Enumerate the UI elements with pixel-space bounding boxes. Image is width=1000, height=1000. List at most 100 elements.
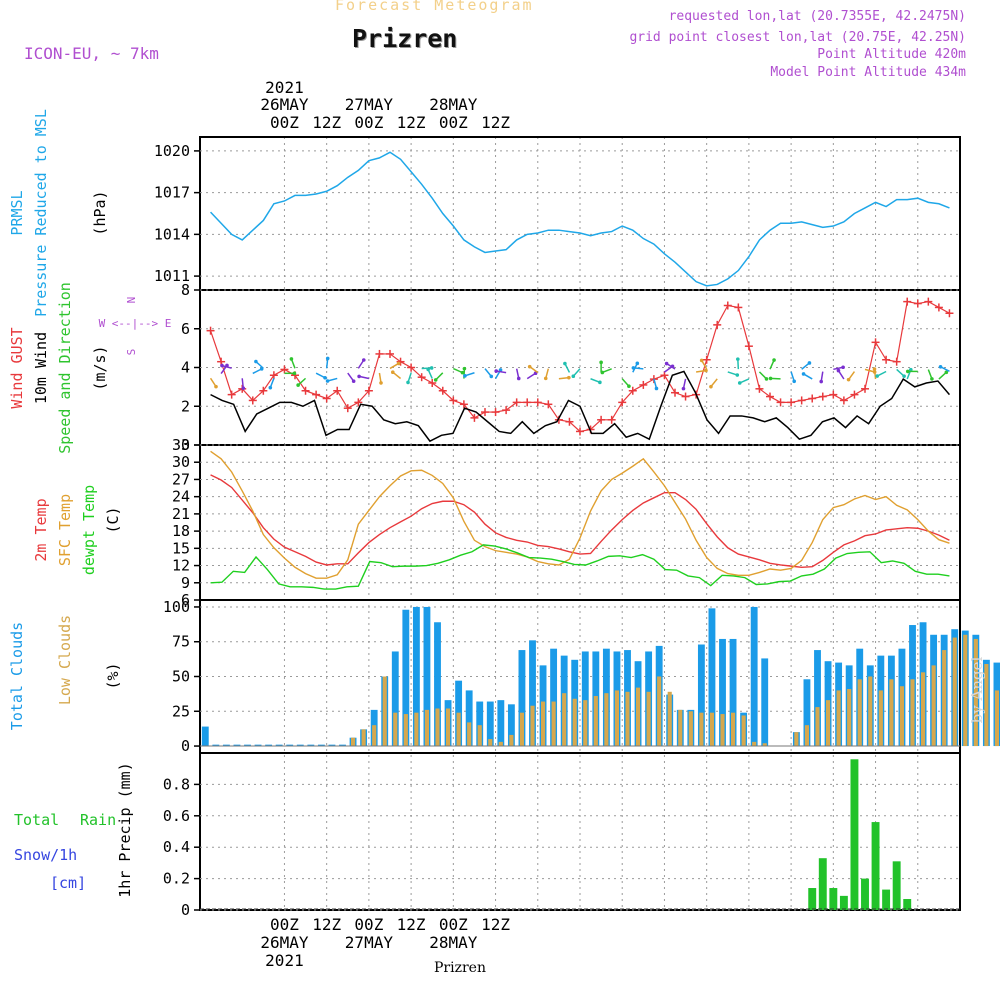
total-clouds-bar — [529, 640, 536, 747]
low-clouds-bar — [994, 690, 1000, 747]
y-tick-label: 30 — [172, 453, 190, 471]
y-tick-label: 0.2 — [163, 870, 190, 888]
arrow-head — [681, 386, 686, 391]
time-label-top: 00Z — [354, 113, 383, 132]
total-clouds-bar — [286, 744, 294, 747]
model-label: ICON-EU, ~ 7km — [24, 44, 159, 63]
precip-unit: 1hr Precip (mm) — [116, 762, 134, 897]
wind-direction-arrow — [296, 377, 307, 387]
arrow-head — [429, 366, 434, 370]
total-clouds-bar — [729, 638, 737, 747]
gust-marker — [734, 303, 743, 312]
low-clouds-bar — [540, 701, 546, 747]
low-clouds-bar — [488, 739, 493, 747]
low-clouds-bar — [730, 712, 736, 747]
arrow-head — [571, 374, 576, 379]
wind-direction-arrow — [563, 361, 571, 373]
low-clouds-bar — [899, 686, 905, 747]
low-clouds-bar — [382, 676, 387, 747]
low-clouds-bar — [857, 679, 862, 747]
requested-coords: requested lon,lat (20.7355E, 42.2475N) — [668, 9, 966, 24]
gust-marker — [892, 357, 901, 366]
meteogram-subtitle: Forecast Meteogram — [335, 0, 534, 14]
arrow-head — [735, 373, 740, 377]
low-clouds-bar — [509, 734, 514, 747]
year-label-bottom: 2021 — [265, 951, 304, 970]
rain-bar — [850, 759, 859, 910]
low-clouds-bar — [467, 722, 472, 747]
wind-direction-arrow — [758, 371, 769, 381]
total-clouds-bar — [497, 700, 505, 747]
compass-s: S — [125, 349, 138, 356]
precip-cm-label: [cm] — [50, 874, 86, 892]
gust-marker — [449, 396, 458, 405]
total-clouds-bar — [233, 744, 241, 747]
time-label-bottom: 12Z — [481, 915, 510, 934]
wind-direction-arrow — [421, 366, 434, 370]
wind-direction-arrow — [653, 378, 659, 391]
gust-marker — [934, 303, 943, 312]
arrow-head — [846, 377, 851, 382]
arrow-head — [704, 368, 708, 373]
low-clouds-bar — [572, 698, 577, 747]
low-clouds-bar — [350, 737, 356, 747]
y-tick-label: 0.8 — [163, 775, 190, 793]
gust-marker — [713, 320, 722, 329]
arrow-head — [489, 374, 494, 379]
wind-direction-arrow — [736, 357, 740, 370]
arrow-head — [296, 383, 300, 387]
wind-direction-arrow — [543, 368, 550, 381]
wind-direction-arrow — [590, 378, 602, 385]
compass-rose: N W <--|--> E S — [99, 297, 172, 356]
total-clouds-bar — [201, 726, 209, 747]
low-clouds-bar — [836, 690, 841, 747]
wind-direction-arrow — [875, 370, 887, 378]
gust-marker — [607, 415, 616, 424]
low-clouds-bar — [393, 712, 398, 747]
y-tick-label: 12 — [172, 557, 190, 575]
total-clouds-bar — [518, 650, 526, 747]
time-label-bottom: 00Z — [270, 915, 299, 934]
wind-line — [210, 370, 951, 443]
wind-direction-arrow — [872, 367, 877, 380]
wind-direction-arrow — [284, 371, 297, 376]
gust-marker — [903, 297, 912, 306]
y-tick-label: 8 — [181, 281, 190, 299]
low-clouds-bar — [688, 711, 693, 747]
gust-marker — [818, 392, 827, 401]
low-clouds-bar — [372, 725, 377, 747]
y-tick-label: 1014 — [154, 225, 190, 243]
y-tick-label: 4 — [181, 359, 190, 377]
low-clouds-bar — [519, 712, 525, 747]
y-tick-label: 0 — [181, 737, 190, 755]
arrow-head — [909, 367, 913, 372]
low-clouds-bar — [604, 693, 609, 747]
low-clouds-bar — [889, 679, 894, 747]
low-clouds-bar — [868, 676, 873, 747]
low-clouds-bar — [720, 714, 725, 747]
rain-bar — [903, 899, 912, 910]
gust-marker — [681, 392, 690, 401]
gust-marker — [407, 363, 416, 372]
total-clouds-bar — [423, 606, 431, 747]
arrow-head — [527, 364, 532, 369]
gust-marker — [755, 384, 764, 393]
gust-marker — [808, 394, 817, 403]
wind-direction-arrow — [600, 368, 612, 375]
arrow-head — [357, 374, 361, 379]
gust-marker — [438, 386, 447, 395]
arrow-head — [516, 376, 521, 381]
gust-marker — [597, 415, 606, 424]
gridpoint-coords: grid point closest lon,lat (20.75E, 42.2… — [629, 30, 966, 45]
wind-direction-arrow — [727, 371, 740, 377]
total-clouds-bar — [719, 638, 726, 747]
wind-gust-label: Wind GUST — [8, 327, 26, 408]
arrow-head — [396, 361, 401, 366]
time-label-top: 12Z — [481, 113, 510, 132]
total-clouds-bar — [412, 606, 420, 747]
arrow-head — [390, 370, 395, 375]
time-label-bottom: 12Z — [312, 915, 341, 934]
gust-marker — [924, 297, 933, 306]
gust-marker — [861, 384, 869, 393]
arrow-head — [872, 367, 877, 371]
